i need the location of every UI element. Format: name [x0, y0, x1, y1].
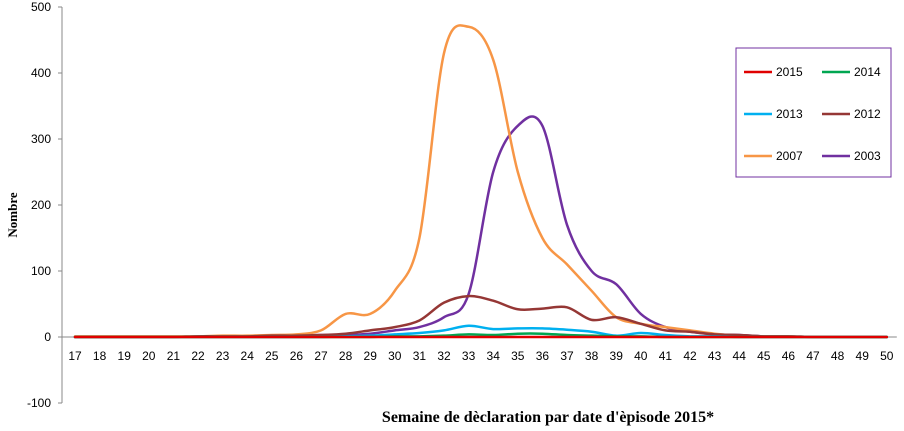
x-tick-label: 17 [68, 349, 82, 363]
x-tick-label: 42 [683, 349, 697, 363]
x-tick-label: 18 [93, 349, 107, 363]
y-axis-title: Nombre [5, 192, 20, 237]
x-tick-label: 34 [487, 349, 501, 363]
x-tick-label: 49 [856, 349, 870, 363]
x-tick-label: 30 [388, 349, 402, 363]
x-tick-label: 29 [364, 349, 378, 363]
x-tick-label: 48 [831, 349, 845, 363]
x-axis-title: Semaine de dèclaration par date d'èpisod… [382, 409, 714, 426]
series-line-2012 [73, 294, 889, 339]
y-tick-label: 0 [44, 330, 51, 344]
x-tick-label: 47 [806, 349, 820, 363]
legend-label-2003: 2003 [854, 149, 881, 163]
x-tick-label: 50 [880, 349, 894, 363]
x-tick-label: 19 [118, 349, 132, 363]
legend-label-2014: 2014 [854, 65, 881, 79]
x-tick-label: 32 [437, 349, 451, 363]
x-tick-label: 37 [560, 349, 574, 363]
x-tick-label: 22 [191, 349, 205, 363]
x-tick-label: 45 [757, 349, 771, 363]
y-tick-label: 400 [31, 66, 51, 80]
legend-label-2012: 2012 [854, 107, 881, 121]
y-tick-label: -100 [27, 396, 51, 410]
x-axis: 17 18 19 20 21 22 23 24 25 26 27 28 29 30 31 32 33 34 35 36… [62, 336, 897, 363]
legend: 2015 2014 2013 2012 2007 2003 [735, 47, 892, 178]
x-tick-label: 38 [585, 349, 599, 363]
legend-label-2007: 2007 [776, 149, 803, 163]
x-tick-label: 46 [782, 349, 796, 363]
x-tick-label: 25 [265, 349, 279, 363]
x-tick-label: 36 [536, 349, 550, 363]
x-tick-label: 23 [216, 349, 230, 363]
x-tick-label: 43 [708, 349, 722, 363]
x-tick-label: 40 [634, 349, 648, 363]
y-tick-label: 500 [31, 0, 51, 14]
x-tick-label: 28 [339, 349, 353, 363]
legend-label-2015: 2015 [776, 65, 803, 79]
x-tick-label: 24 [241, 349, 255, 363]
x-tick-label: 33 [462, 349, 476, 363]
y-tick-label: 300 [31, 132, 51, 146]
y-axis: -100 0 100 200 300 400 500 [27, 0, 63, 410]
x-tick-label: 39 [610, 349, 624, 363]
series-lines [73, 24, 889, 339]
y-tick-label: 100 [31, 264, 51, 278]
legend-label-2013: 2013 [776, 107, 803, 121]
x-tick-label: 35 [511, 349, 525, 363]
x-tick-label: 21 [167, 349, 181, 363]
y-tick-label: 200 [31, 198, 51, 212]
x-tick-label: 31 [413, 349, 427, 363]
x-tick-label: 20 [142, 349, 156, 363]
x-tick-label: 27 [314, 349, 328, 363]
x-tick-label: 44 [733, 349, 747, 363]
x-tick-label: 41 [659, 349, 673, 363]
x-tick-label: 26 [290, 349, 304, 363]
